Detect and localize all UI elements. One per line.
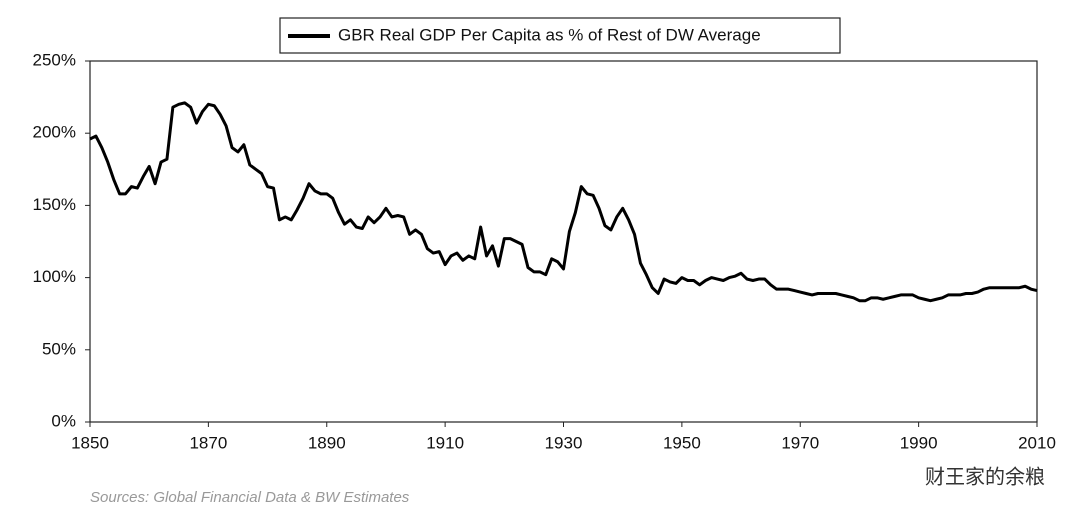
y-tick-label: 50% — [42, 339, 76, 358]
watermark: 财王家的余粮 — [925, 465, 1045, 488]
y-tick-label: 250% — [33, 50, 76, 69]
x-tick-label: 1950 — [663, 433, 701, 452]
legend-label: GBR Real GDP Per Capita as % of Rest of … — [338, 25, 761, 44]
plot-frame — [89, 60, 1038, 423]
x-tick-label: 1990 — [900, 433, 938, 452]
x-tick-label: 1870 — [189, 433, 227, 452]
source-note: Sources: Global Financial Data & BW Esti… — [90, 489, 410, 506]
x-tick-label: 2010 — [1018, 433, 1056, 452]
data-line — [89, 101, 1038, 303]
x-tick-label: 1890 — [308, 433, 346, 452]
x-tick-label: 1910 — [426, 433, 464, 452]
y-tick-label: 150% — [33, 195, 76, 214]
y-tick-label: 100% — [33, 267, 76, 286]
legend-box — [279, 17, 841, 54]
y-tick-label: 200% — [33, 123, 76, 142]
x-tick-label: 1970 — [781, 433, 819, 452]
x-tick-label: 1850 — [71, 433, 109, 452]
x-tick-label: 1930 — [545, 433, 583, 452]
y-tick-label: 0% — [51, 411, 76, 430]
